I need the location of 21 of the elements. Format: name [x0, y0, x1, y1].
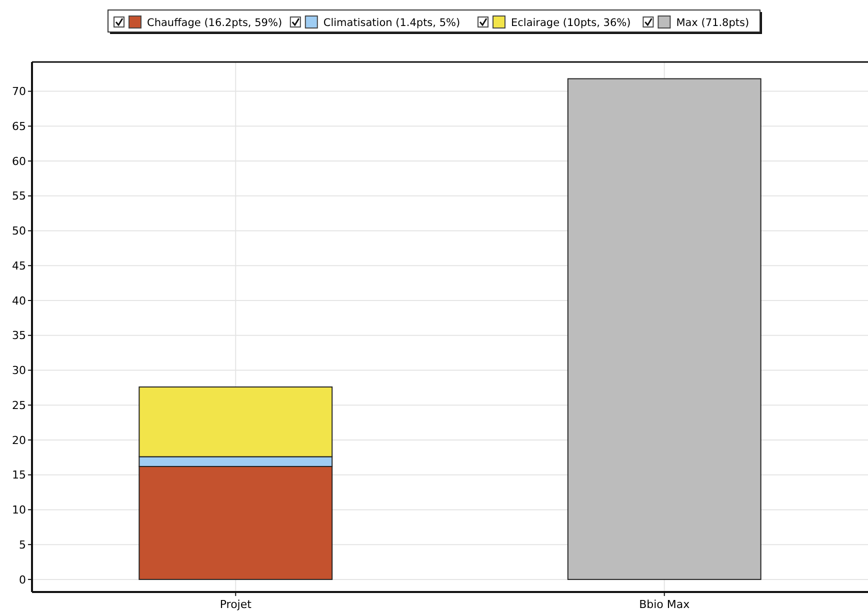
legend-label: Eclairage (10pts, 36%) — [511, 17, 631, 29]
y-tick-label: 55 — [12, 190, 26, 203]
y-tick-label: 15 — [12, 468, 26, 482]
legend-label: Max (71.8pts) — [676, 17, 750, 29]
y-tick-label: 40 — [12, 294, 26, 308]
y-tick-label: 5 — [19, 538, 26, 552]
y-tick-label: 20 — [12, 434, 26, 447]
y-tick-label: 60 — [12, 154, 26, 168]
y-tick-label: 50 — [12, 224, 26, 238]
y-tick-label: 45 — [12, 259, 26, 272]
y-tick-label: 10 — [12, 504, 26, 517]
y-tick-label: 30 — [12, 364, 26, 378]
legend-label: Chauffage (16.2pts, 59%) — [147, 17, 282, 29]
x-tick-label: Projet — [220, 598, 252, 611]
y-tick-label: 70 — [12, 85, 26, 98]
y-tick-label: 35 — [12, 329, 26, 342]
legend-label: Climatisation (1.4pts, 5%) — [323, 17, 460, 29]
y-tick-label: 65 — [12, 120, 26, 134]
y-tick-label: 0 — [19, 573, 26, 586]
x-tick-label: Bbio Max — [639, 598, 690, 611]
y-tick-label: 25 — [12, 398, 26, 412]
